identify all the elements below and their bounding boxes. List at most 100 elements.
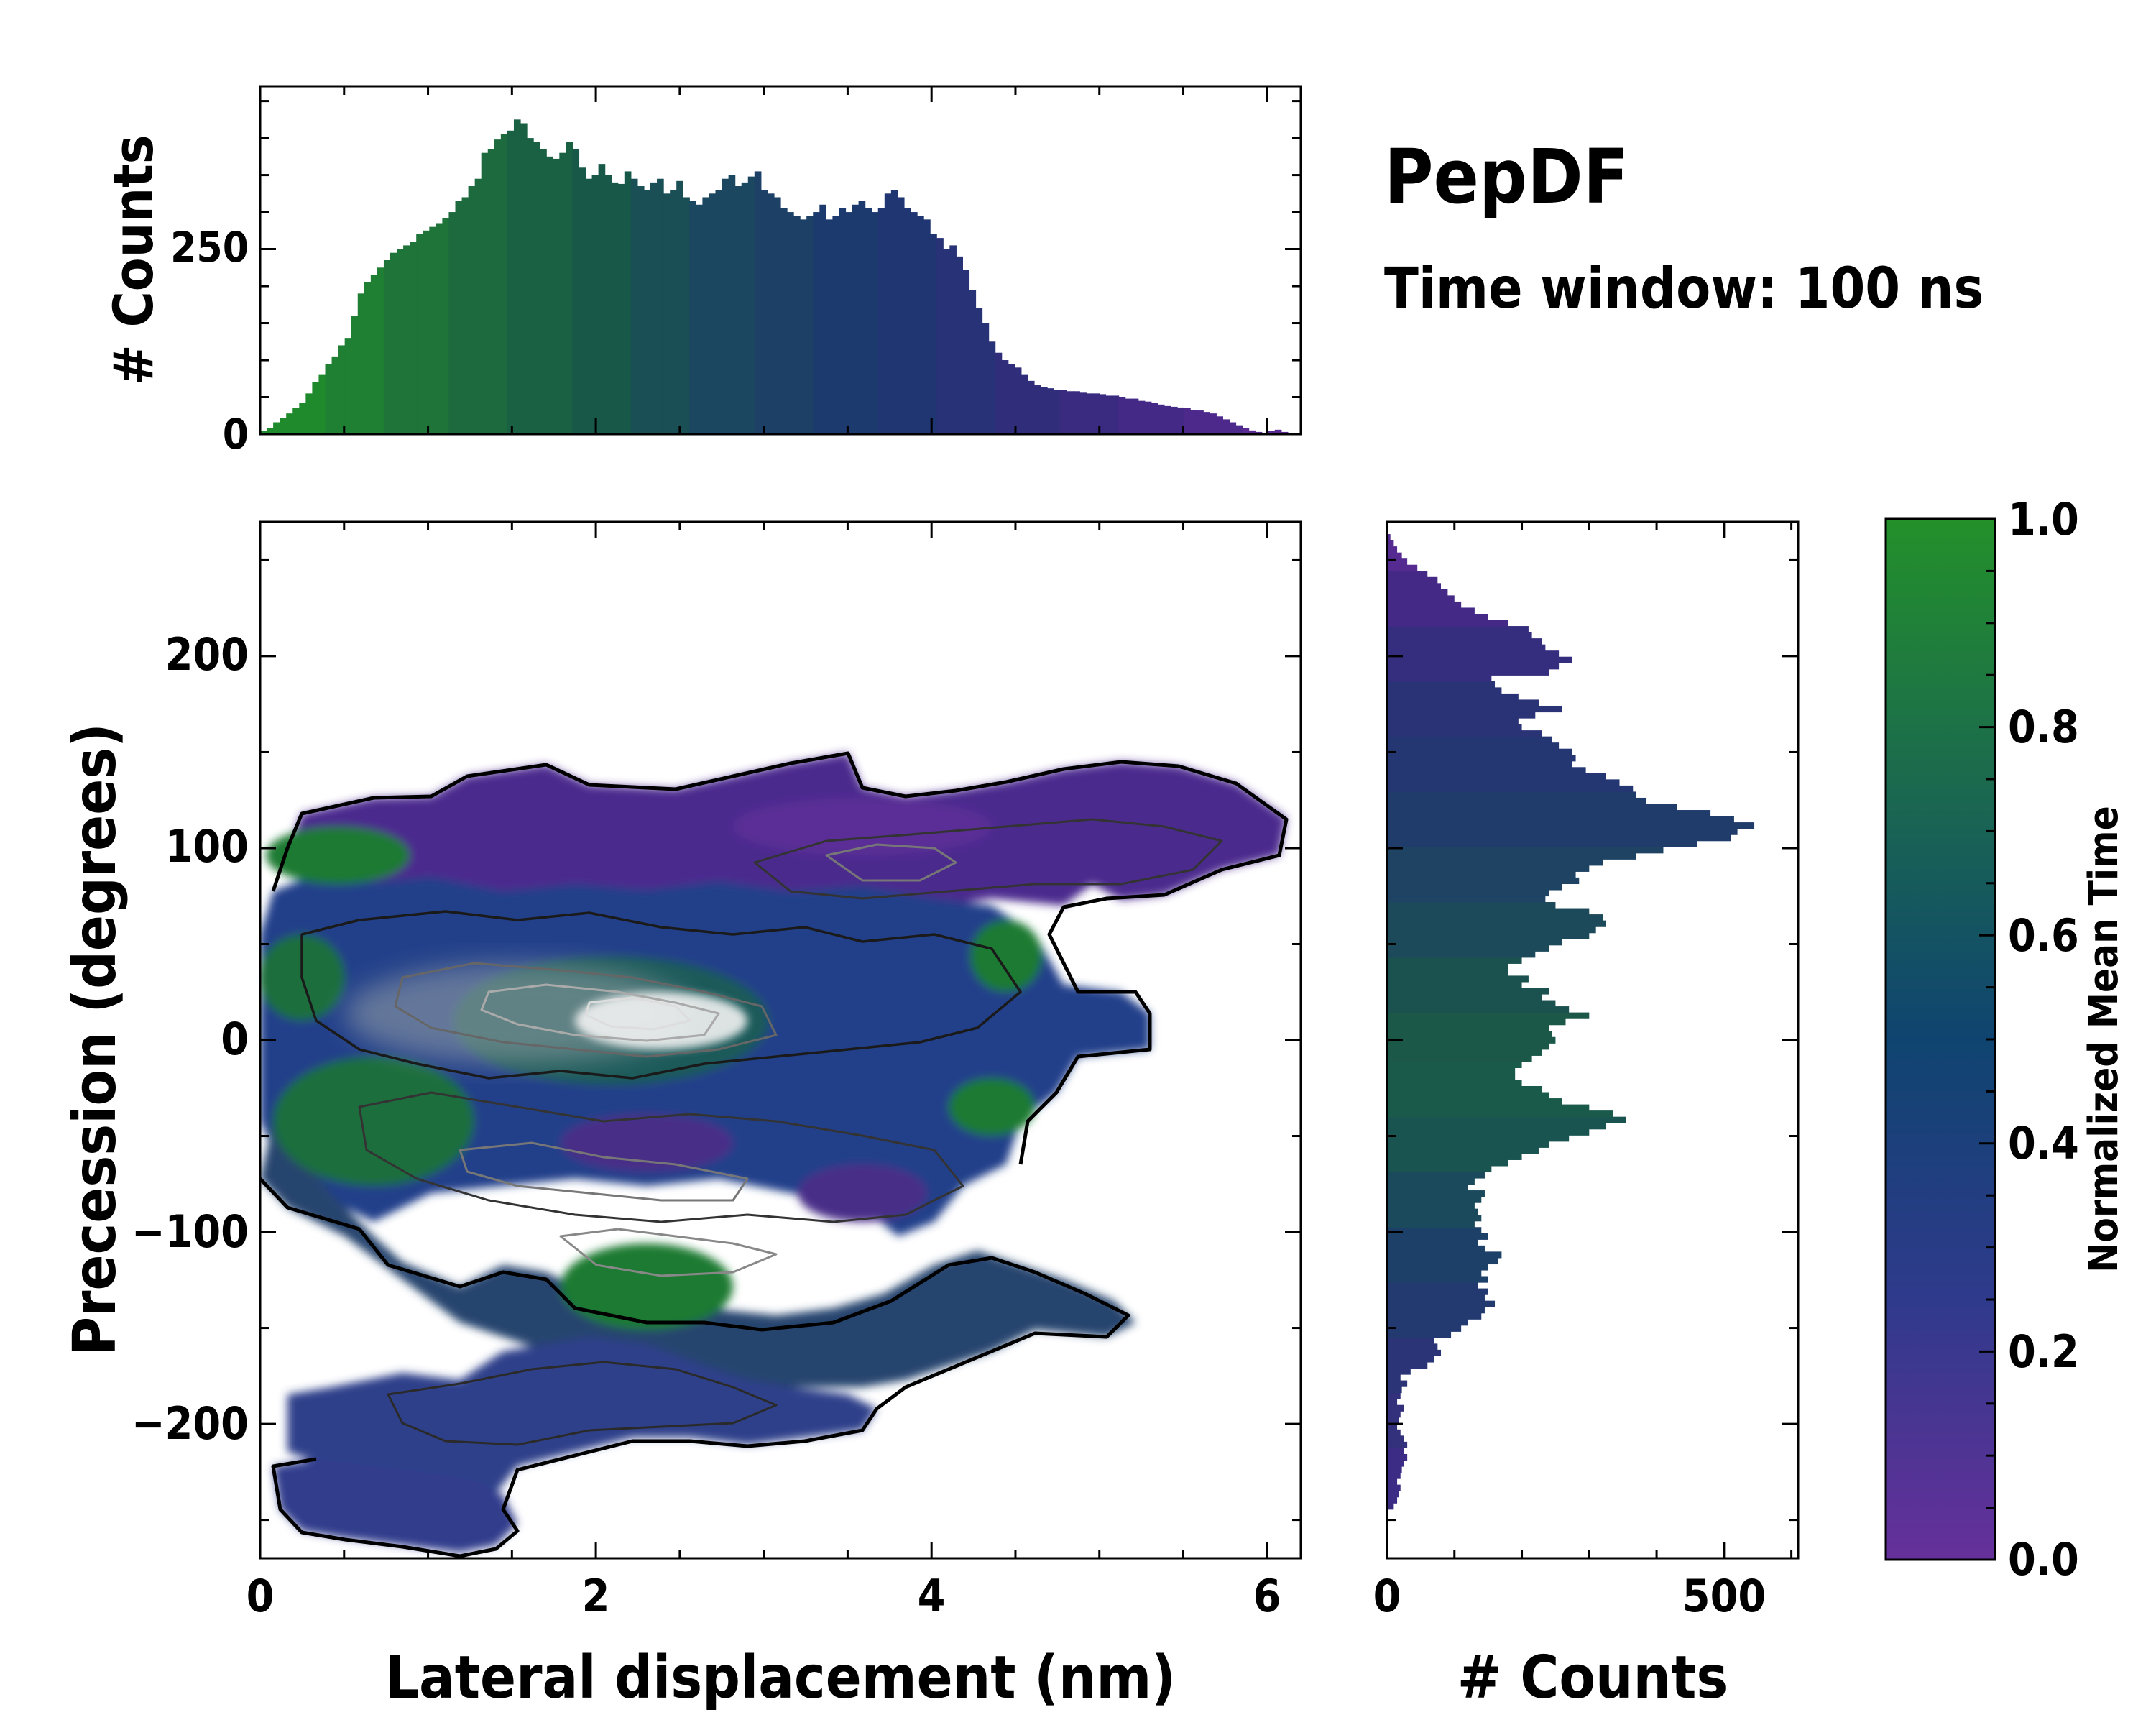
region-lower-left-tail — [273, 1459, 517, 1552]
top-histogram-bar — [1086, 393, 1093, 434]
right-histogram-bar — [1387, 1264, 1488, 1271]
top-histogram-bar — [1092, 393, 1100, 434]
top-histogram-bar — [767, 193, 775, 434]
top-ytick-250: 250 — [170, 223, 249, 272]
right-histogram-bar — [1387, 1423, 1398, 1430]
colorbar-tick-0.2: 0.2 — [2008, 1325, 2079, 1378]
right-histogram-bar — [1387, 1092, 1549, 1099]
colorbar-tick-0.6: 0.6 — [2008, 909, 2079, 962]
right-histogram-bar — [1387, 1411, 1401, 1418]
right-histogram-bar — [1387, 914, 1603, 921]
right-histogram-bar — [1387, 748, 1572, 755]
right-histogram-bar — [1387, 785, 1634, 793]
top-histogram-bar — [1033, 385, 1041, 434]
right-histogram-bar — [1387, 908, 1590, 915]
top-histogram-bar — [1203, 412, 1210, 434]
contour-inner-3 — [825, 843, 957, 882]
right-histogram-bar — [1387, 558, 1408, 566]
xtick-6: 6 — [1253, 1570, 1281, 1622]
top-histogram-bar — [722, 178, 729, 434]
region-purple-top — [733, 798, 992, 855]
right-histogram-bar — [1387, 883, 1562, 891]
right-histogram-bar — [1387, 1307, 1485, 1314]
right-histogram-bar — [1387, 1208, 1478, 1215]
right-histogram-bar — [1387, 1061, 1522, 1068]
right-histogram-bar — [1387, 1386, 1402, 1394]
top-histogram-bar — [1216, 416, 1223, 434]
top-histogram-bar — [305, 393, 313, 434]
top-histogram-bar — [969, 290, 977, 434]
top-histogram-bar — [1235, 425, 1243, 434]
right-histogram-bar — [1387, 1472, 1401, 1479]
top-histogram-bar — [474, 178, 482, 434]
top-histogram-bar — [689, 201, 696, 434]
right-histogram-bar — [1387, 755, 1576, 762]
contour-lines — [260, 751, 1289, 1558]
right-histogram-bar — [1387, 1227, 1482, 1234]
top-histogram-bar — [1229, 422, 1237, 434]
right-histogram-bar — [1387, 994, 1542, 1001]
right-histogram-bar — [1387, 859, 1603, 866]
top-histogram-bar — [527, 138, 534, 434]
top-histogram-bar — [696, 204, 703, 434]
right-histogram-bar — [1387, 1368, 1411, 1375]
ytick-0: 0 — [221, 1013, 249, 1065]
right-histogram-bar — [1387, 902, 1556, 909]
top-histogram-bar — [754, 171, 762, 434]
region-green-center-lower — [561, 1243, 733, 1330]
contour-peak-2 — [584, 996, 691, 1031]
top-histogram-bar — [442, 218, 450, 434]
top-histogram-bar — [1125, 398, 1133, 434]
right-histogram-bar — [1387, 889, 1549, 897]
top-histogram-bar — [273, 422, 280, 434]
top-histogram-bar — [865, 208, 872, 434]
top-histogram-bar — [1268, 431, 1276, 434]
right-histogram-bar — [1387, 1288, 1488, 1295]
right-xtick-500: 500 — [1682, 1570, 1766, 1622]
right-histogram-ticks — [1386, 522, 1798, 1558]
colorbar-tick-0.4: 0.4 — [2008, 1117, 2079, 1169]
right-histogram-bar — [1387, 644, 1546, 651]
figure-subtitle: Time window: 100 ns — [1384, 257, 1984, 321]
top-histogram-bar — [1164, 405, 1171, 434]
right-histogram-bar — [1387, 1128, 1590, 1136]
right-histogram-bar — [1387, 1073, 1516, 1081]
region-lower-central — [260, 1121, 1135, 1387]
top-histogram-bar — [507, 130, 515, 434]
right-histogram-bar — [1387, 668, 1549, 676]
top-histogram-bar — [1190, 410, 1197, 434]
right-histogram-bar — [1387, 1312, 1482, 1320]
ytick-100: 100 — [165, 820, 249, 873]
right-histogram-bar — [1387, 1349, 1442, 1357]
right-histogram-bar — [1387, 822, 1755, 829]
top-histogram-bar — [331, 356, 339, 434]
top-histogram-bar — [559, 152, 566, 434]
top-histogram-bar — [423, 230, 430, 434]
right-histogram-bar — [1387, 773, 1606, 780]
top-histogram-bar — [962, 270, 970, 434]
top-histogram-bar — [806, 216, 814, 434]
top-histogram-bar — [403, 245, 410, 434]
top-histogram-bar — [624, 171, 632, 434]
colorbar: 1.0 0.8 0.6 0.4 0.2 0.0 Normalized Mean … — [1884, 493, 2127, 1586]
top-histogram-bar — [299, 402, 306, 434]
top-histogram-bar — [839, 208, 847, 434]
right-histogram-bar — [1387, 712, 1536, 719]
right-histogram-bar — [1387, 571, 1428, 578]
right-histogram-bar — [1387, 1098, 1562, 1105]
right-histogram-bar — [1387, 871, 1576, 878]
right-histogram-bar — [1387, 834, 1731, 842]
right-histogram-bar — [1387, 663, 1560, 670]
right-histogram-bar — [1387, 1067, 1516, 1075]
right-histogram-bar — [1387, 1319, 1468, 1326]
top-histogram-bar — [448, 212, 456, 434]
right-histogram-bar — [1387, 1006, 1570, 1013]
right-histogram-bar — [1387, 1123, 1606, 1130]
top-histogram-bar — [956, 256, 963, 434]
right-histogram-bar — [1387, 920, 1606, 927]
right-histogram-bar — [1387, 656, 1572, 663]
ytick-200: 200 — [165, 628, 249, 681]
right-histogram-bar — [1387, 1361, 1428, 1369]
right-histogram-bar — [1387, 1159, 1508, 1167]
